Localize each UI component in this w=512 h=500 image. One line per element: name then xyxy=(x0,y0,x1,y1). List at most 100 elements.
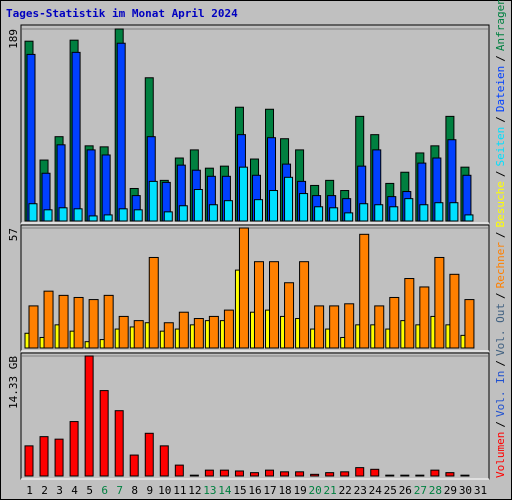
bar xyxy=(193,318,204,349)
bar xyxy=(464,299,475,349)
x-tick-label: 31 xyxy=(474,484,487,497)
bar xyxy=(208,315,219,349)
legend-separator: / xyxy=(494,421,507,428)
x-tick-label: 3 xyxy=(56,484,63,497)
x-tick-label: 15 xyxy=(233,484,246,497)
bar xyxy=(133,209,143,222)
legend-separator: / xyxy=(494,360,507,367)
bar xyxy=(238,166,248,222)
x-tick-label: 16 xyxy=(248,484,261,497)
x-tick-label: 18 xyxy=(278,484,291,497)
legend-entry: Volumen xyxy=(494,432,507,478)
x-tick-label: 6 xyxy=(101,484,108,497)
bar xyxy=(253,261,264,349)
bar xyxy=(340,471,350,477)
x-tick-label: 21 xyxy=(324,484,337,497)
bar xyxy=(329,305,340,349)
x-tick-label: 4 xyxy=(71,484,78,497)
bar xyxy=(178,205,188,222)
y-tick-label: 57 xyxy=(7,228,20,241)
x-tick-label: 26 xyxy=(399,484,412,497)
bar xyxy=(419,286,430,349)
x-tick-label: 27 xyxy=(414,484,427,497)
bar xyxy=(174,464,184,477)
bar xyxy=(28,305,39,349)
bar xyxy=(344,212,354,222)
bar xyxy=(144,432,154,477)
x-tick-label: 9 xyxy=(146,484,153,497)
bar xyxy=(374,204,384,222)
bar xyxy=(58,207,68,222)
bar xyxy=(204,469,214,477)
bar xyxy=(404,278,415,349)
bar xyxy=(129,454,139,477)
bar xyxy=(73,296,84,349)
bar xyxy=(430,469,440,477)
bar xyxy=(208,204,218,222)
bar xyxy=(118,315,129,349)
bar xyxy=(253,199,263,222)
bar xyxy=(434,202,444,222)
bar xyxy=(178,311,189,349)
bar xyxy=(223,309,234,349)
legend-entry: Dateien xyxy=(494,66,507,112)
bar xyxy=(344,303,355,349)
bar xyxy=(103,294,114,349)
legend-entry: Anfragen xyxy=(494,0,507,51)
y-tick-label: 14.33 GB xyxy=(7,356,20,409)
bar xyxy=(325,472,335,477)
bar xyxy=(464,214,474,222)
bar xyxy=(88,215,98,222)
bar xyxy=(118,208,128,222)
x-tick-label: 1 xyxy=(26,484,33,497)
x-tick-label: 19 xyxy=(293,484,306,497)
bar xyxy=(449,202,459,222)
bar xyxy=(434,256,445,349)
bar xyxy=(69,421,79,477)
x-tick-label: 7 xyxy=(116,484,123,497)
bar xyxy=(314,305,325,349)
bar xyxy=(163,211,173,222)
bar xyxy=(419,204,429,222)
bar xyxy=(223,200,233,222)
bar xyxy=(116,42,126,222)
bar xyxy=(284,176,294,222)
bar xyxy=(189,474,199,477)
x-tick-label: 22 xyxy=(339,484,352,497)
x-tick-label: 5 xyxy=(86,484,93,497)
bar xyxy=(295,471,305,477)
bar xyxy=(99,390,109,477)
bar xyxy=(159,445,169,477)
bar xyxy=(43,209,53,222)
bar xyxy=(355,467,365,477)
bar xyxy=(449,273,460,349)
x-tick-label: 12 xyxy=(188,484,201,497)
bar xyxy=(238,227,249,349)
bar xyxy=(24,445,34,477)
legend-entry: Vol. In xyxy=(494,371,507,417)
legend-entry: Besuche xyxy=(494,181,507,227)
bar xyxy=(249,472,259,477)
legend: Volumen / Vol. In / Vol. Out / Rechner / Besuche… xyxy=(494,0,507,478)
bar xyxy=(73,208,83,222)
bar xyxy=(462,174,472,222)
bar xyxy=(389,296,400,349)
bar xyxy=(103,214,113,222)
bar xyxy=(460,474,470,477)
bar xyxy=(385,474,395,477)
y-tick-label: 189 xyxy=(7,29,20,49)
x-tick-label: 10 xyxy=(158,484,171,497)
bar xyxy=(88,299,99,349)
x-tick-label: 14 xyxy=(218,484,232,497)
bar xyxy=(374,305,385,349)
bar xyxy=(389,206,399,222)
bar xyxy=(26,53,36,222)
bar xyxy=(133,320,144,349)
bar xyxy=(404,198,414,222)
bar xyxy=(314,206,324,222)
bar xyxy=(265,469,275,477)
bar xyxy=(445,472,455,477)
bar xyxy=(43,290,54,349)
x-tick-label: 30 xyxy=(459,484,472,497)
